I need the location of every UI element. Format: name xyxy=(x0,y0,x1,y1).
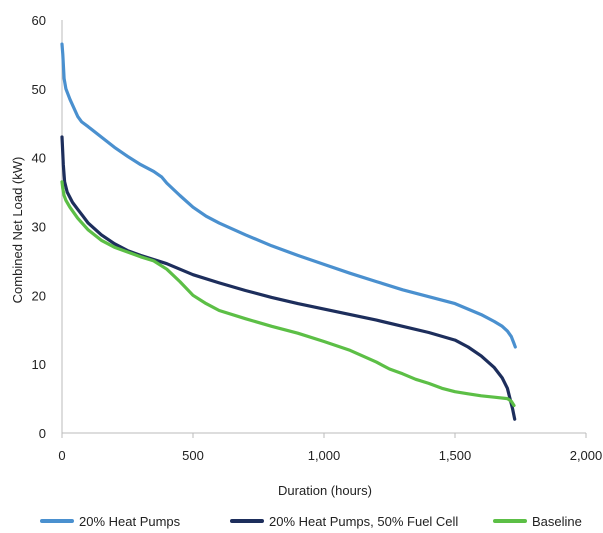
x-axis-ticks: 0 500 1,000 1,500 2,000 xyxy=(58,433,602,463)
x-tick-label: 500 xyxy=(182,448,204,463)
y-tick-label: 10 xyxy=(32,357,46,372)
series-lines xyxy=(60,42,517,421)
y-axis-ticks: 0 10 20 30 40 50 60 xyxy=(32,13,46,441)
x-tick-label: 1,500 xyxy=(439,448,472,463)
x-tick-label: 0 xyxy=(58,448,65,463)
series-line-baseline xyxy=(60,180,516,408)
legend-label: Baseline xyxy=(532,514,582,529)
y-tick-label: 30 xyxy=(32,220,46,235)
x-tick-label: 2,000 xyxy=(570,448,603,463)
legend-label: 20% Heat Pumps, 50% Fuel Cell xyxy=(269,514,458,529)
y-tick-label: 50 xyxy=(32,82,46,97)
legend: 20% Heat Pumps 20% Heat Pumps, 50% Fuel C… xyxy=(40,514,582,529)
y-tick-label: 40 xyxy=(32,151,46,166)
y-axis-title: Combined Net Load (kW) xyxy=(10,157,25,304)
legend-label: 20% Heat Pumps xyxy=(79,514,181,529)
y-tick-label: 0 xyxy=(39,426,46,441)
x-tick-label: 1,000 xyxy=(308,448,341,463)
y-tick-label: 20 xyxy=(32,288,46,303)
y-tick-label: 60 xyxy=(32,13,46,28)
series-line-20-heat-pumps xyxy=(60,42,517,349)
x-axis-title: Duration (hours) xyxy=(278,483,372,498)
series-line-20-heat-pumps-50-fuel-cell xyxy=(60,135,517,421)
